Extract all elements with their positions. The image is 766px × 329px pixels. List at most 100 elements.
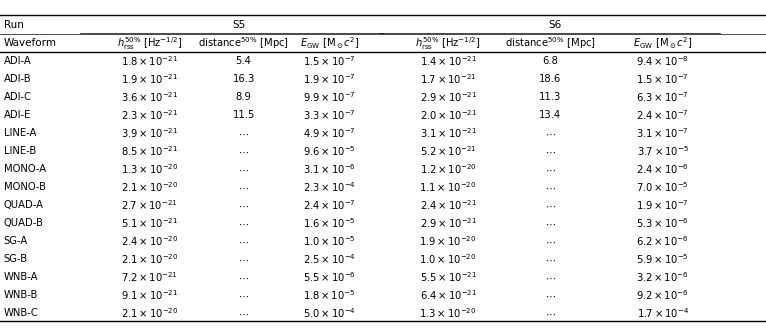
Text: 11.3: 11.3: [538, 92, 561, 102]
Text: $\cdots$: $\cdots$: [545, 272, 555, 282]
Text: $9.6 \times 10^{-5}$: $9.6 \times 10^{-5}$: [303, 144, 355, 158]
Text: $3.6 \times 10^{-21}$: $3.6 \times 10^{-21}$: [121, 90, 178, 104]
Text: $9.9 \times 10^{-7}$: $9.9 \times 10^{-7}$: [303, 90, 355, 104]
Text: $2.9 \times 10^{-21}$: $2.9 \times 10^{-21}$: [420, 90, 476, 104]
Text: $1.6 \times 10^{-5}$: $1.6 \times 10^{-5}$: [303, 216, 355, 230]
Text: $3.7 \times 10^{-5}$: $3.7 \times 10^{-5}$: [637, 144, 689, 158]
Text: $6.3 \times 10^{-7}$: $6.3 \times 10^{-7}$: [637, 90, 689, 104]
Text: $3.1 \times 10^{-6}$: $3.1 \times 10^{-6}$: [303, 163, 356, 176]
Text: $\cdots$: $\cdots$: [238, 218, 249, 228]
Text: Run: Run: [4, 20, 24, 31]
Text: $\cdots$: $\cdots$: [238, 146, 249, 156]
Text: $3.2 \times 10^{-6}$: $3.2 \times 10^{-6}$: [637, 270, 689, 284]
Text: $9.2 \times 10^{-6}$: $9.2 \times 10^{-6}$: [637, 289, 689, 302]
Text: $7.2 \times 10^{-21}$: $7.2 \times 10^{-21}$: [121, 270, 178, 284]
Text: $2.3 \times 10^{-4}$: $2.3 \times 10^{-4}$: [303, 181, 356, 194]
Text: $4.9 \times 10^{-7}$: $4.9 \times 10^{-7}$: [303, 127, 355, 140]
Text: $1.9 \times 10^{-20}$: $1.9 \times 10^{-20}$: [420, 235, 476, 248]
Text: ADI-C: ADI-C: [4, 92, 32, 102]
Text: $\cdots$: $\cdots$: [545, 128, 555, 139]
Text: 11.5: 11.5: [232, 111, 255, 120]
Text: 8.9: 8.9: [236, 92, 251, 102]
Text: $\cdots$: $\cdots$: [238, 272, 249, 282]
Text: $2.1 \times 10^{-20}$: $2.1 \times 10^{-20}$: [121, 181, 178, 194]
Text: $3.3 \times 10^{-7}$: $3.3 \times 10^{-7}$: [303, 109, 355, 122]
Text: QUAD-A: QUAD-A: [4, 200, 44, 211]
Text: $\cdots$: $\cdots$: [545, 308, 555, 318]
Text: ADI-E: ADI-E: [4, 111, 31, 120]
Text: $5.5 \times 10^{-21}$: $5.5 \times 10^{-21}$: [420, 270, 476, 284]
Text: 6.8: 6.8: [542, 57, 558, 66]
Text: SG-A: SG-A: [4, 237, 28, 246]
Text: $1.5 \times 10^{-7}$: $1.5 \times 10^{-7}$: [303, 55, 355, 68]
Text: $2.1 \times 10^{-20}$: $2.1 \times 10^{-20}$: [121, 307, 178, 320]
Text: $1.9 \times 10^{-7}$: $1.9 \times 10^{-7}$: [637, 198, 689, 212]
Text: LINE-B: LINE-B: [4, 146, 36, 156]
Text: $3.1 \times 10^{-21}$: $3.1 \times 10^{-21}$: [420, 127, 476, 140]
Text: $1.4 \times 10^{-21}$: $1.4 \times 10^{-21}$: [420, 55, 476, 68]
Text: $\cdots$: $\cdots$: [545, 254, 555, 265]
Text: $2.3 \times 10^{-21}$: $2.3 \times 10^{-21}$: [121, 109, 178, 122]
Text: ADI-A: ADI-A: [4, 57, 31, 66]
Text: 16.3: 16.3: [232, 74, 255, 85]
Text: $1.7 \times 10^{-4}$: $1.7 \times 10^{-4}$: [637, 307, 689, 320]
Text: WNB-B: WNB-B: [4, 291, 38, 300]
Text: S5: S5: [233, 20, 246, 31]
Text: $2.4 \times 10^{-20}$: $2.4 \times 10^{-20}$: [121, 235, 178, 248]
Text: $\cdots$: $\cdots$: [545, 200, 555, 211]
Text: $\cdots$: $\cdots$: [545, 291, 555, 300]
Text: $9.4 \times 10^{-8}$: $9.4 \times 10^{-8}$: [636, 55, 689, 68]
Text: MONO-B: MONO-B: [4, 183, 46, 192]
Text: $9.1 \times 10^{-21}$: $9.1 \times 10^{-21}$: [121, 289, 178, 302]
Text: $1.0 \times 10^{-20}$: $1.0 \times 10^{-20}$: [420, 253, 476, 266]
Text: $\cdots$: $\cdots$: [238, 291, 249, 300]
Text: distance$^{50\%}$ [Mpc]: distance$^{50\%}$ [Mpc]: [505, 36, 595, 51]
Text: $6.2 \times 10^{-6}$: $6.2 \times 10^{-6}$: [637, 235, 689, 248]
Text: $h_{\rm rss}^{50\%}\ [\mathrm{Hz}^{-1/2}]$: $h_{\rm rss}^{50\%}\ [\mathrm{Hz}^{-1/2}…: [415, 35, 481, 52]
Text: WNB-C: WNB-C: [4, 308, 38, 318]
Text: $h_{\rm rss}^{50\%}\ [\mathrm{Hz}^{-1/2}]$: $h_{\rm rss}^{50\%}\ [\mathrm{Hz}^{-1/2}…: [116, 35, 182, 52]
Text: $\cdots$: $\cdots$: [545, 237, 555, 246]
Text: $1.3 \times 10^{-20}$: $1.3 \times 10^{-20}$: [420, 307, 476, 320]
Text: $5.5 \times 10^{-6}$: $5.5 \times 10^{-6}$: [303, 270, 356, 284]
Text: $2.9 \times 10^{-21}$: $2.9 \times 10^{-21}$: [420, 216, 476, 230]
Text: $2.4 \times 10^{-7}$: $2.4 \times 10^{-7}$: [303, 198, 355, 212]
Text: $\cdots$: $\cdots$: [238, 254, 249, 265]
Text: $5.1 \times 10^{-21}$: $5.1 \times 10^{-21}$: [121, 216, 178, 230]
Text: S6: S6: [548, 20, 562, 31]
Text: $2.1 \times 10^{-20}$: $2.1 \times 10^{-20}$: [121, 253, 178, 266]
Text: $1.5 \times 10^{-7}$: $1.5 \times 10^{-7}$: [637, 72, 689, 86]
Text: $2.0 \times 10^{-21}$: $2.0 \times 10^{-21}$: [420, 109, 476, 122]
Text: WNB-A: WNB-A: [4, 272, 38, 282]
Text: $5.2 \times 10^{-21}$: $5.2 \times 10^{-21}$: [420, 144, 476, 158]
Text: Waveform: Waveform: [4, 38, 57, 48]
Text: $\cdots$: $\cdots$: [545, 183, 555, 192]
Text: $\cdots$: $\cdots$: [545, 164, 555, 174]
Text: $E_{\rm GW}\ [\mathrm{M}_\odot c^2]$: $E_{\rm GW}\ [\mathrm{M}_\odot c^2]$: [300, 36, 359, 51]
Text: $\cdots$: $\cdots$: [545, 218, 555, 228]
Text: $5.3 \times 10^{-6}$: $5.3 \times 10^{-6}$: [636, 216, 689, 230]
Text: $3.9 \times 10^{-21}$: $3.9 \times 10^{-21}$: [121, 127, 178, 140]
Text: $1.7 \times 10^{-21}$: $1.7 \times 10^{-21}$: [420, 72, 476, 86]
Text: 18.6: 18.6: [538, 74, 561, 85]
Text: ADI-B: ADI-B: [4, 74, 31, 85]
Text: $\cdots$: $\cdots$: [545, 146, 555, 156]
Text: $1.1 \times 10^{-20}$: $1.1 \times 10^{-20}$: [420, 181, 476, 194]
Text: $7.0 \times 10^{-5}$: $7.0 \times 10^{-5}$: [637, 181, 689, 194]
Text: QUAD-B: QUAD-B: [4, 218, 44, 228]
Text: $5.0 \times 10^{-4}$: $5.0 \times 10^{-4}$: [303, 307, 356, 320]
Text: $\cdots$: $\cdots$: [238, 237, 249, 246]
Text: $3.1 \times 10^{-7}$: $3.1 \times 10^{-7}$: [637, 127, 689, 140]
Text: $2.4 \times 10^{-6}$: $2.4 \times 10^{-6}$: [636, 163, 689, 176]
Text: $1.2 \times 10^{-20}$: $1.2 \times 10^{-20}$: [420, 163, 476, 176]
Text: MONO-A: MONO-A: [4, 164, 46, 174]
Text: 13.4: 13.4: [539, 111, 561, 120]
Text: $\cdots$: $\cdots$: [238, 164, 249, 174]
Text: $1.9 \times 10^{-21}$: $1.9 \times 10^{-21}$: [121, 72, 178, 86]
Text: $8.5 \times 10^{-21}$: $8.5 \times 10^{-21}$: [121, 144, 178, 158]
Text: $\cdots$: $\cdots$: [238, 183, 249, 192]
Text: $2.4 \times 10^{-21}$: $2.4 \times 10^{-21}$: [420, 198, 476, 212]
Text: $2.5 \times 10^{-4}$: $2.5 \times 10^{-4}$: [303, 253, 356, 266]
Text: SG-B: SG-B: [4, 254, 28, 265]
Text: $2.7 \times 10^{-21}$: $2.7 \times 10^{-21}$: [121, 198, 178, 212]
